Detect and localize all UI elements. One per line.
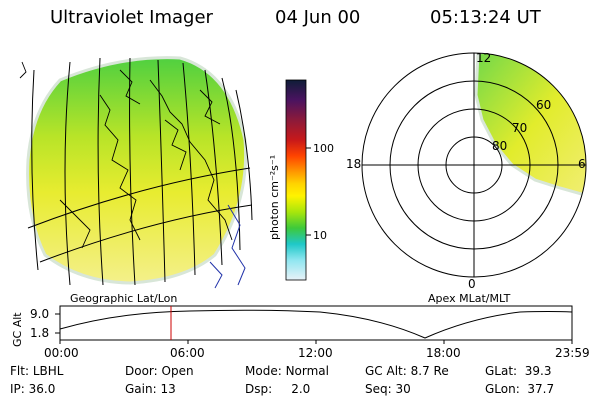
altitude-timeline-plot: GC Alt 9.0 1.8 00:00 06:00 12:00 18:00 2… — [11, 305, 590, 360]
colorbar-tick-100: 100 — [313, 142, 334, 155]
ocean-outlines — [209, 204, 246, 289]
observation-date: 04 Jun 00 — [275, 7, 361, 28]
ip-label: IP: — [10, 382, 25, 396]
glat-value: 39.3 — [524, 364, 552, 378]
mlt-label-0: 0 — [468, 277, 476, 291]
apex-caption: Apex MLat/MLT — [428, 292, 511, 305]
mlt-label-12: 12 — [476, 51, 491, 65]
footer-glat: GLat: 39.3 — [485, 364, 551, 378]
dsp-label: Dsp: — [245, 382, 273, 396]
flt-label: Flt: — [10, 364, 29, 378]
observation-time: 05:13:24 UT — [430, 7, 541, 28]
mode-value: Normal — [285, 364, 329, 378]
flt-value: LBHL — [32, 364, 64, 378]
ip-value: 36.0 — [28, 382, 56, 396]
gc-alt-axis-label: GC Alt — [11, 312, 24, 347]
footer-flt: Flt: LBHL — [10, 364, 63, 378]
mlat-label-80: 80 — [492, 139, 507, 153]
footer-ip: IP: 36.0 — [10, 382, 55, 396]
time-tick-1800: 18:00 — [426, 346, 461, 360]
door-value: Open — [161, 364, 194, 378]
altitude-curve — [59, 309, 573, 339]
coastline-outlines — [19, 61, 233, 249]
footer-gain: Gain: 13 — [125, 382, 176, 396]
mlat-circles — [361, 52, 587, 278]
gc-alt-label: GC Alt: — [365, 364, 407, 378]
seq-value: 30 — [395, 382, 411, 396]
footer-glon: GLon: 37.7 — [485, 382, 554, 396]
footer-door: Door: Open — [125, 364, 194, 378]
time-tick-0600: 06:00 — [170, 346, 205, 360]
glon-label: GLon: — [485, 382, 520, 396]
instrument-title: Ultraviolet Imager — [50, 7, 213, 28]
geographic-image-panel: Geographic Lat/Lon — [19, 56, 253, 305]
glon-value: 37.7 — [527, 382, 555, 396]
footer-mode: Mode: Normal — [245, 364, 329, 378]
gain-value: 13 — [160, 382, 176, 396]
footer-seq: Seq: 30 — [365, 382, 411, 396]
time-tick-2359: 23:59 — [555, 346, 590, 360]
alt-ytick-1-8: 1.8 — [30, 326, 49, 340]
geographic-caption: Geographic Lat/Lon — [70, 292, 177, 305]
glat-label: GLat: — [485, 364, 518, 378]
time-tick-0000: 00:00 — [44, 346, 79, 360]
footer-gc-alt: GC Alt: 8.7 Re — [365, 364, 449, 378]
colorbar-tick-10: 10 — [313, 229, 327, 242]
mlt-label-6: 6 — [578, 157, 586, 171]
color-scale-bar: 100 10 photon cm⁻²s⁻¹ — [268, 79, 334, 281]
seq-label: Seq: — [365, 382, 392, 396]
mlt-label-18: 18 — [346, 157, 361, 171]
time-tick-1200: 12:00 — [298, 346, 333, 360]
mlat-label-60: 60 — [536, 98, 551, 112]
gc-alt-value: 8.7 Re — [410, 364, 449, 378]
uv-image-blob — [26, 56, 248, 285]
mlat-label-70: 70 — [512, 121, 527, 135]
door-label: Door: — [125, 364, 158, 378]
polar-plot-panel: 12 18 6 0 60 70 80 Apex MLat/MLT — [346, 51, 587, 305]
alt-ytick-9: 9.0 — [30, 307, 49, 321]
dsp-value: 2.0 — [291, 382, 311, 396]
footer-dsp: Dsp: 2.0 — [245, 382, 310, 396]
lat-grid-lines — [27, 167, 253, 263]
colorbar-unit-label: photon cm⁻²s⁻¹ — [268, 155, 281, 240]
time-ticks — [59, 340, 573, 344]
gain-label: Gain: — [125, 382, 157, 396]
mode-label: Mode: — [245, 364, 282, 378]
